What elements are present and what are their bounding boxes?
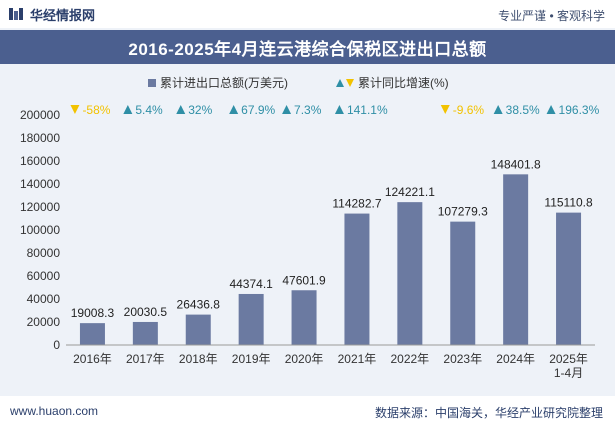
bar xyxy=(503,174,529,345)
up-triangle-icon xyxy=(546,105,556,114)
growth-label: 38.5% xyxy=(493,103,540,117)
site-link[interactable]: www.huaon.com xyxy=(10,404,99,418)
x-axis: 2016年 2017年 2018年 2019年 2020年 2021年 2022年 2023年… xyxy=(66,344,595,380)
legend-bar-label: 累计进出口总额(万美元) xyxy=(160,76,288,90)
bar-value-label: 47601.9 xyxy=(282,273,326,287)
bar-value-label: 124221.1 xyxy=(385,185,435,199)
y-tick-label: 20000 xyxy=(27,315,61,329)
bars xyxy=(79,174,582,345)
legend-down-triangle-icon xyxy=(346,79,354,87)
growth-value: 196.3% xyxy=(559,103,600,117)
down-triangle-icon xyxy=(440,105,450,114)
bar-chart: 累计进出口总额(万美元) 累计同比增速(%) 0 20000 40000 60000 8… xyxy=(20,76,600,380)
bar-value-label: 44374.1 xyxy=(229,277,273,291)
y-tick-label: 120000 xyxy=(20,200,60,214)
legend-growth-label: 累计同比增速(%) xyxy=(358,76,449,90)
growth-value: -58% xyxy=(82,103,110,117)
footer: www.huaon.com 数据来源：中国海关，华经产业研究院整理 xyxy=(0,396,615,427)
y-tick-label: 140000 xyxy=(20,177,60,191)
x-tick-label: 2023年 xyxy=(443,352,482,366)
legend: 累计进出口总额(万美元) 累计同比增速(%) xyxy=(148,76,449,90)
y-tick-label: 100000 xyxy=(20,223,60,237)
y-tick-label: 200000 xyxy=(20,108,60,122)
up-triangle-icon xyxy=(493,105,503,114)
y-axis: 0 20000 40000 60000 80000 100000 120000 140000 1… xyxy=(20,108,60,352)
growth-value: -9.6% xyxy=(453,103,485,117)
legend-up-triangle-icon xyxy=(336,79,344,87)
tagline: 专业严谨 • 客观科学 xyxy=(498,9,605,23)
bar xyxy=(238,293,264,345)
bar-value-label: 107279.3 xyxy=(438,205,488,219)
header: 华经情报网 专业严谨 • 客观科学 xyxy=(0,0,615,28)
growth-label: -9.6% xyxy=(440,103,485,117)
bar-value-label: 115110.8 xyxy=(544,196,593,210)
x-tick-label: 2020年 xyxy=(285,352,324,366)
y-tick-label: 40000 xyxy=(27,292,61,306)
down-triangle-icon xyxy=(70,105,80,114)
logo-text: 华经情报网 xyxy=(30,7,96,23)
growth-value: 32% xyxy=(188,103,212,117)
up-triangle-icon xyxy=(334,105,344,114)
y-tick-label: 160000 xyxy=(20,154,60,168)
y-tick-label: 0 xyxy=(53,338,60,352)
bar xyxy=(556,212,582,345)
bar xyxy=(291,290,317,345)
growth-labels: -58% 5.4% 32% 67.9% 7.3% 141.1% -9.6% 38.5% 196.… xyxy=(70,103,600,117)
up-triangle-icon xyxy=(176,105,186,114)
data-source: 数据来源：中国海关，华经产业研究院整理 xyxy=(374,406,603,420)
growth-value: 7.3% xyxy=(294,103,322,117)
bar xyxy=(79,323,105,345)
growth-label: 32% xyxy=(176,103,213,117)
growth-value: 38.5% xyxy=(506,103,540,117)
up-triangle-icon xyxy=(282,105,292,114)
x-tick-label: 2018年 xyxy=(179,352,218,366)
growth-value: 67.9% xyxy=(241,103,275,117)
growth-label: -58% xyxy=(70,103,111,117)
x-tick-label: 2021年 xyxy=(338,352,377,366)
growth-value: 141.1% xyxy=(347,103,388,117)
up-triangle-icon xyxy=(229,105,239,114)
x-tick-label: 2017年 xyxy=(126,352,165,366)
growth-label: 5.4% xyxy=(123,103,163,117)
bar-value-label: 114282.7 xyxy=(332,197,381,211)
growth-label: 141.1% xyxy=(334,103,388,117)
bar xyxy=(344,213,370,345)
bar xyxy=(185,314,211,345)
bar-value-label: 20030.5 xyxy=(124,305,168,319)
growth-label: 67.9% xyxy=(229,103,276,117)
x-tick-label: 2016年 xyxy=(73,352,112,366)
bar xyxy=(397,202,423,345)
growth-label: 196.3% xyxy=(546,103,600,117)
growth-label: 7.3% xyxy=(282,103,322,117)
bar-value-label: 148401.8 xyxy=(491,157,541,171)
x-tick-label: 2025年 1-4月 xyxy=(549,352,588,380)
x-tick-label: 2024年 xyxy=(496,352,535,366)
growth-value: 5.4% xyxy=(135,103,163,117)
y-tick-label: 80000 xyxy=(27,246,61,260)
up-triangle-icon xyxy=(123,105,133,114)
bar-value-label: 19008.3 xyxy=(71,306,115,320)
y-tick-label: 180000 xyxy=(20,131,60,145)
bar xyxy=(450,221,476,345)
y-tick-label: 60000 xyxy=(27,269,61,283)
chart-title: 2016-2025年4月连云港综合保税区进出口总额 xyxy=(0,30,615,64)
legend-bar-swatch xyxy=(148,79,156,87)
value-labels: 19008.3 20030.5 26436.8 44374.1 47601.9 11428… xyxy=(71,157,593,320)
bar-value-label: 26436.8 xyxy=(177,298,221,312)
bar xyxy=(132,321,158,345)
x-tick-label: 2022年 xyxy=(390,352,429,366)
x-tick-label: 2019年 xyxy=(232,352,271,366)
logo: 华经情报网 xyxy=(8,6,96,23)
logo-icon xyxy=(9,8,23,20)
